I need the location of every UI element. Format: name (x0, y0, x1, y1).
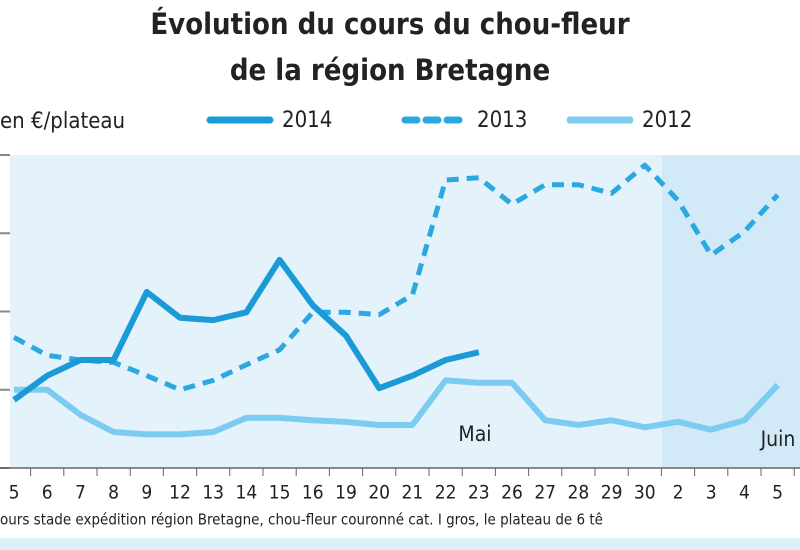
series-line (12, 256, 480, 403)
x-tick-label: 6 (42, 482, 53, 504)
x-tick-label: 2 (673, 482, 684, 504)
x-tick-label: 16 (302, 482, 324, 504)
x-tick-label: 5 (772, 482, 783, 504)
x-tick-label: 9 (141, 482, 152, 504)
source-note: ours stade expédition région Bretagne, c… (0, 511, 603, 529)
x-tick-label: 22 (435, 482, 457, 504)
x-tick-label: 12 (169, 482, 191, 504)
x-tick-label: 23 (468, 482, 490, 504)
legend-label: 2012 (642, 108, 692, 133)
x-tick-label: 21 (402, 482, 424, 504)
x-tick-label: 29 (601, 482, 623, 504)
chart-title: de la région Bretagne (230, 53, 550, 87)
x-tick-label: 3 (706, 482, 717, 504)
x-tick-label: 4 (739, 482, 750, 504)
x-tick-label: 15 (269, 482, 291, 504)
x-tick-label: 28 (568, 482, 590, 504)
x-tick-label: 5 (9, 482, 20, 504)
series-line (14, 377, 780, 438)
x-tick-label: 26 (501, 482, 523, 504)
x-tick-label: 30 (634, 482, 656, 504)
x-tick-label: 27 (534, 482, 556, 504)
chart-title: Évolution du cours du chou-fleur (150, 7, 629, 41)
x-tick-label: 14 (236, 482, 258, 504)
legend-label: 2013 (477, 108, 527, 133)
x-tick-label: 20 (368, 482, 390, 504)
y-axis-label: en €/plateau (0, 109, 125, 134)
x-tick-label: 8 (108, 482, 119, 504)
annotation: Juin (760, 427, 796, 451)
footer-band (0, 538, 800, 550)
plot-background (10, 155, 662, 468)
x-tick-label: 19 (335, 482, 357, 504)
x-tick-label: 7 (75, 482, 86, 504)
annotation: Mai (458, 422, 491, 446)
legend-label: 2014 (282, 108, 332, 133)
x-tick-label: 13 (202, 482, 224, 504)
